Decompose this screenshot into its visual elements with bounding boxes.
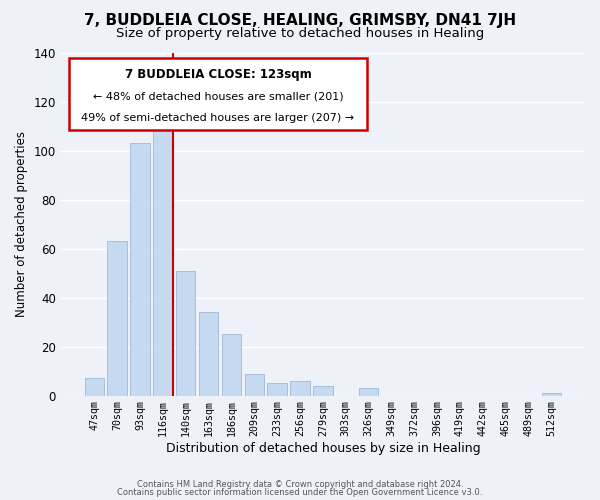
Bar: [176, 270, 196, 396]
Bar: [153, 114, 173, 396]
Text: Size of property relative to detached houses in Healing: Size of property relative to detached ho…: [116, 28, 484, 40]
Bar: [542, 393, 561, 396]
Text: Contains public sector information licensed under the Open Government Licence v3: Contains public sector information licen…: [118, 488, 482, 497]
X-axis label: Distribution of detached houses by size in Healing: Distribution of detached houses by size …: [166, 442, 480, 455]
Bar: [107, 241, 127, 396]
Bar: [313, 386, 332, 396]
Bar: [290, 381, 310, 396]
Text: 7 BUDDLEIA CLOSE: 123sqm: 7 BUDDLEIA CLOSE: 123sqm: [125, 68, 311, 81]
Bar: [245, 374, 264, 396]
Bar: [130, 143, 150, 396]
Bar: [268, 384, 287, 396]
Text: Contains HM Land Registry data © Crown copyright and database right 2024.: Contains HM Land Registry data © Crown c…: [137, 480, 463, 489]
Text: 49% of semi-detached houses are larger (207) →: 49% of semi-detached houses are larger (…: [82, 112, 355, 122]
Bar: [199, 312, 218, 396]
Text: 7, BUDDLEIA CLOSE, HEALING, GRIMSBY, DN41 7JH: 7, BUDDLEIA CLOSE, HEALING, GRIMSBY, DN4…: [84, 12, 516, 28]
Y-axis label: Number of detached properties: Number of detached properties: [15, 131, 28, 317]
Bar: [222, 334, 241, 396]
Bar: [85, 378, 104, 396]
FancyBboxPatch shape: [68, 58, 367, 130]
Bar: [359, 388, 379, 396]
Text: ← 48% of detached houses are smaller (201): ← 48% of detached houses are smaller (20…: [93, 92, 343, 102]
